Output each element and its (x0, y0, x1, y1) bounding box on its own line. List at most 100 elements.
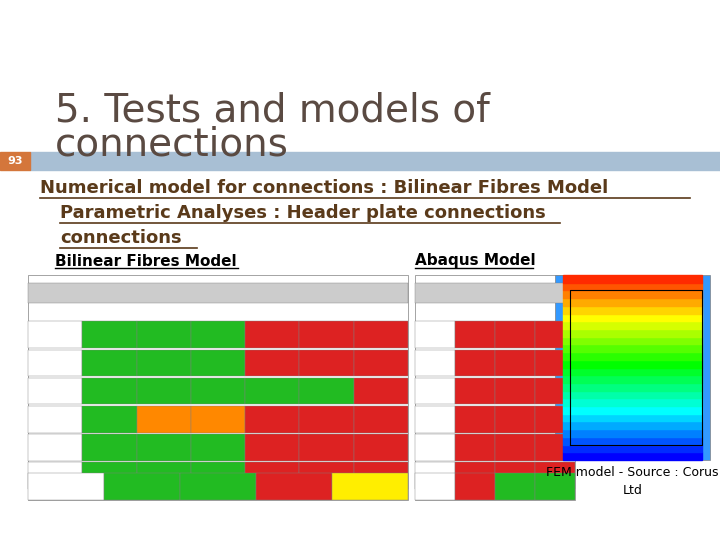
Bar (245, 434, 300, 461)
Bar (563, 283, 702, 291)
Bar (415, 473, 455, 500)
Bar (191, 377, 245, 404)
Bar (535, 473, 575, 500)
Bar (245, 377, 300, 404)
Bar (563, 306, 702, 314)
Bar (563, 345, 702, 352)
Bar (332, 473, 408, 500)
Bar (495, 434, 535, 461)
Bar (563, 383, 702, 390)
Bar (82, 406, 137, 433)
Bar (137, 434, 191, 461)
Bar (256, 473, 332, 500)
Bar (415, 462, 455, 489)
Bar (191, 321, 245, 348)
Bar (28, 349, 82, 376)
Bar (415, 377, 455, 404)
Bar (28, 284, 408, 303)
Bar (415, 321, 455, 348)
Text: FEM model - Source : Corus
Ltd: FEM model - Source : Corus Ltd (546, 467, 719, 497)
Bar (82, 321, 137, 348)
Bar (495, 473, 535, 500)
Bar (563, 390, 702, 399)
Bar (28, 377, 82, 404)
Bar (455, 321, 495, 348)
Bar (495, 377, 535, 404)
Bar (415, 406, 455, 433)
Text: connections: connections (60, 229, 181, 247)
Bar (563, 421, 702, 429)
Bar (563, 414, 702, 421)
Bar (415, 275, 575, 500)
Bar (535, 434, 575, 461)
Bar (191, 406, 245, 433)
Bar (563, 298, 702, 306)
Bar (104, 473, 180, 500)
Text: 5. Tests and models of: 5. Tests and models of (55, 91, 490, 129)
Bar (300, 349, 354, 376)
Bar (245, 462, 300, 489)
Bar (28, 434, 82, 461)
Bar (180, 473, 256, 500)
Bar (563, 291, 702, 298)
Bar (191, 462, 245, 489)
Bar (354, 321, 408, 348)
Bar (555, 275, 710, 460)
Bar (245, 406, 300, 433)
Bar (137, 406, 191, 433)
Bar (563, 360, 702, 368)
Bar (245, 321, 300, 348)
Bar (495, 462, 535, 489)
Bar (28, 462, 82, 489)
Bar (563, 275, 702, 283)
Bar (415, 349, 455, 376)
Bar (563, 321, 702, 329)
Bar (82, 462, 137, 489)
Bar (563, 314, 702, 321)
Bar (535, 406, 575, 433)
Bar (30, 152, 720, 170)
Bar (535, 349, 575, 376)
Bar (300, 406, 354, 433)
Bar (245, 349, 300, 376)
Bar (563, 375, 702, 383)
Bar (191, 349, 245, 376)
Bar (455, 349, 495, 376)
Bar (563, 406, 702, 414)
Bar (455, 462, 495, 489)
Bar (28, 473, 104, 500)
Bar (535, 321, 575, 348)
Bar (354, 462, 408, 489)
Bar (354, 406, 408, 433)
Text: Parametric Analyses : Header plate connections: Parametric Analyses : Header plate conne… (60, 204, 546, 222)
Bar (354, 377, 408, 404)
Bar (354, 349, 408, 376)
Bar (563, 329, 702, 336)
Text: Abaqus Model: Abaqus Model (415, 253, 536, 268)
Bar (415, 434, 455, 461)
Bar (28, 321, 82, 348)
Bar (495, 321, 535, 348)
Bar (300, 434, 354, 461)
Bar (535, 462, 575, 489)
Bar (354, 434, 408, 461)
Bar (563, 444, 702, 453)
Bar (300, 377, 354, 404)
Bar (495, 349, 535, 376)
Text: 93: 93 (7, 156, 23, 166)
Bar (455, 377, 495, 404)
Bar (137, 462, 191, 489)
Bar (137, 349, 191, 376)
Bar (300, 462, 354, 489)
Bar (82, 377, 137, 404)
Bar (455, 434, 495, 461)
Bar (82, 349, 137, 376)
Bar (563, 453, 702, 460)
Bar (300, 321, 354, 348)
Bar (455, 473, 495, 500)
Bar (28, 275, 408, 500)
Bar (0, 152, 30, 170)
Bar (28, 406, 82, 433)
Text: connections: connections (55, 126, 289, 164)
Bar (563, 336, 702, 345)
